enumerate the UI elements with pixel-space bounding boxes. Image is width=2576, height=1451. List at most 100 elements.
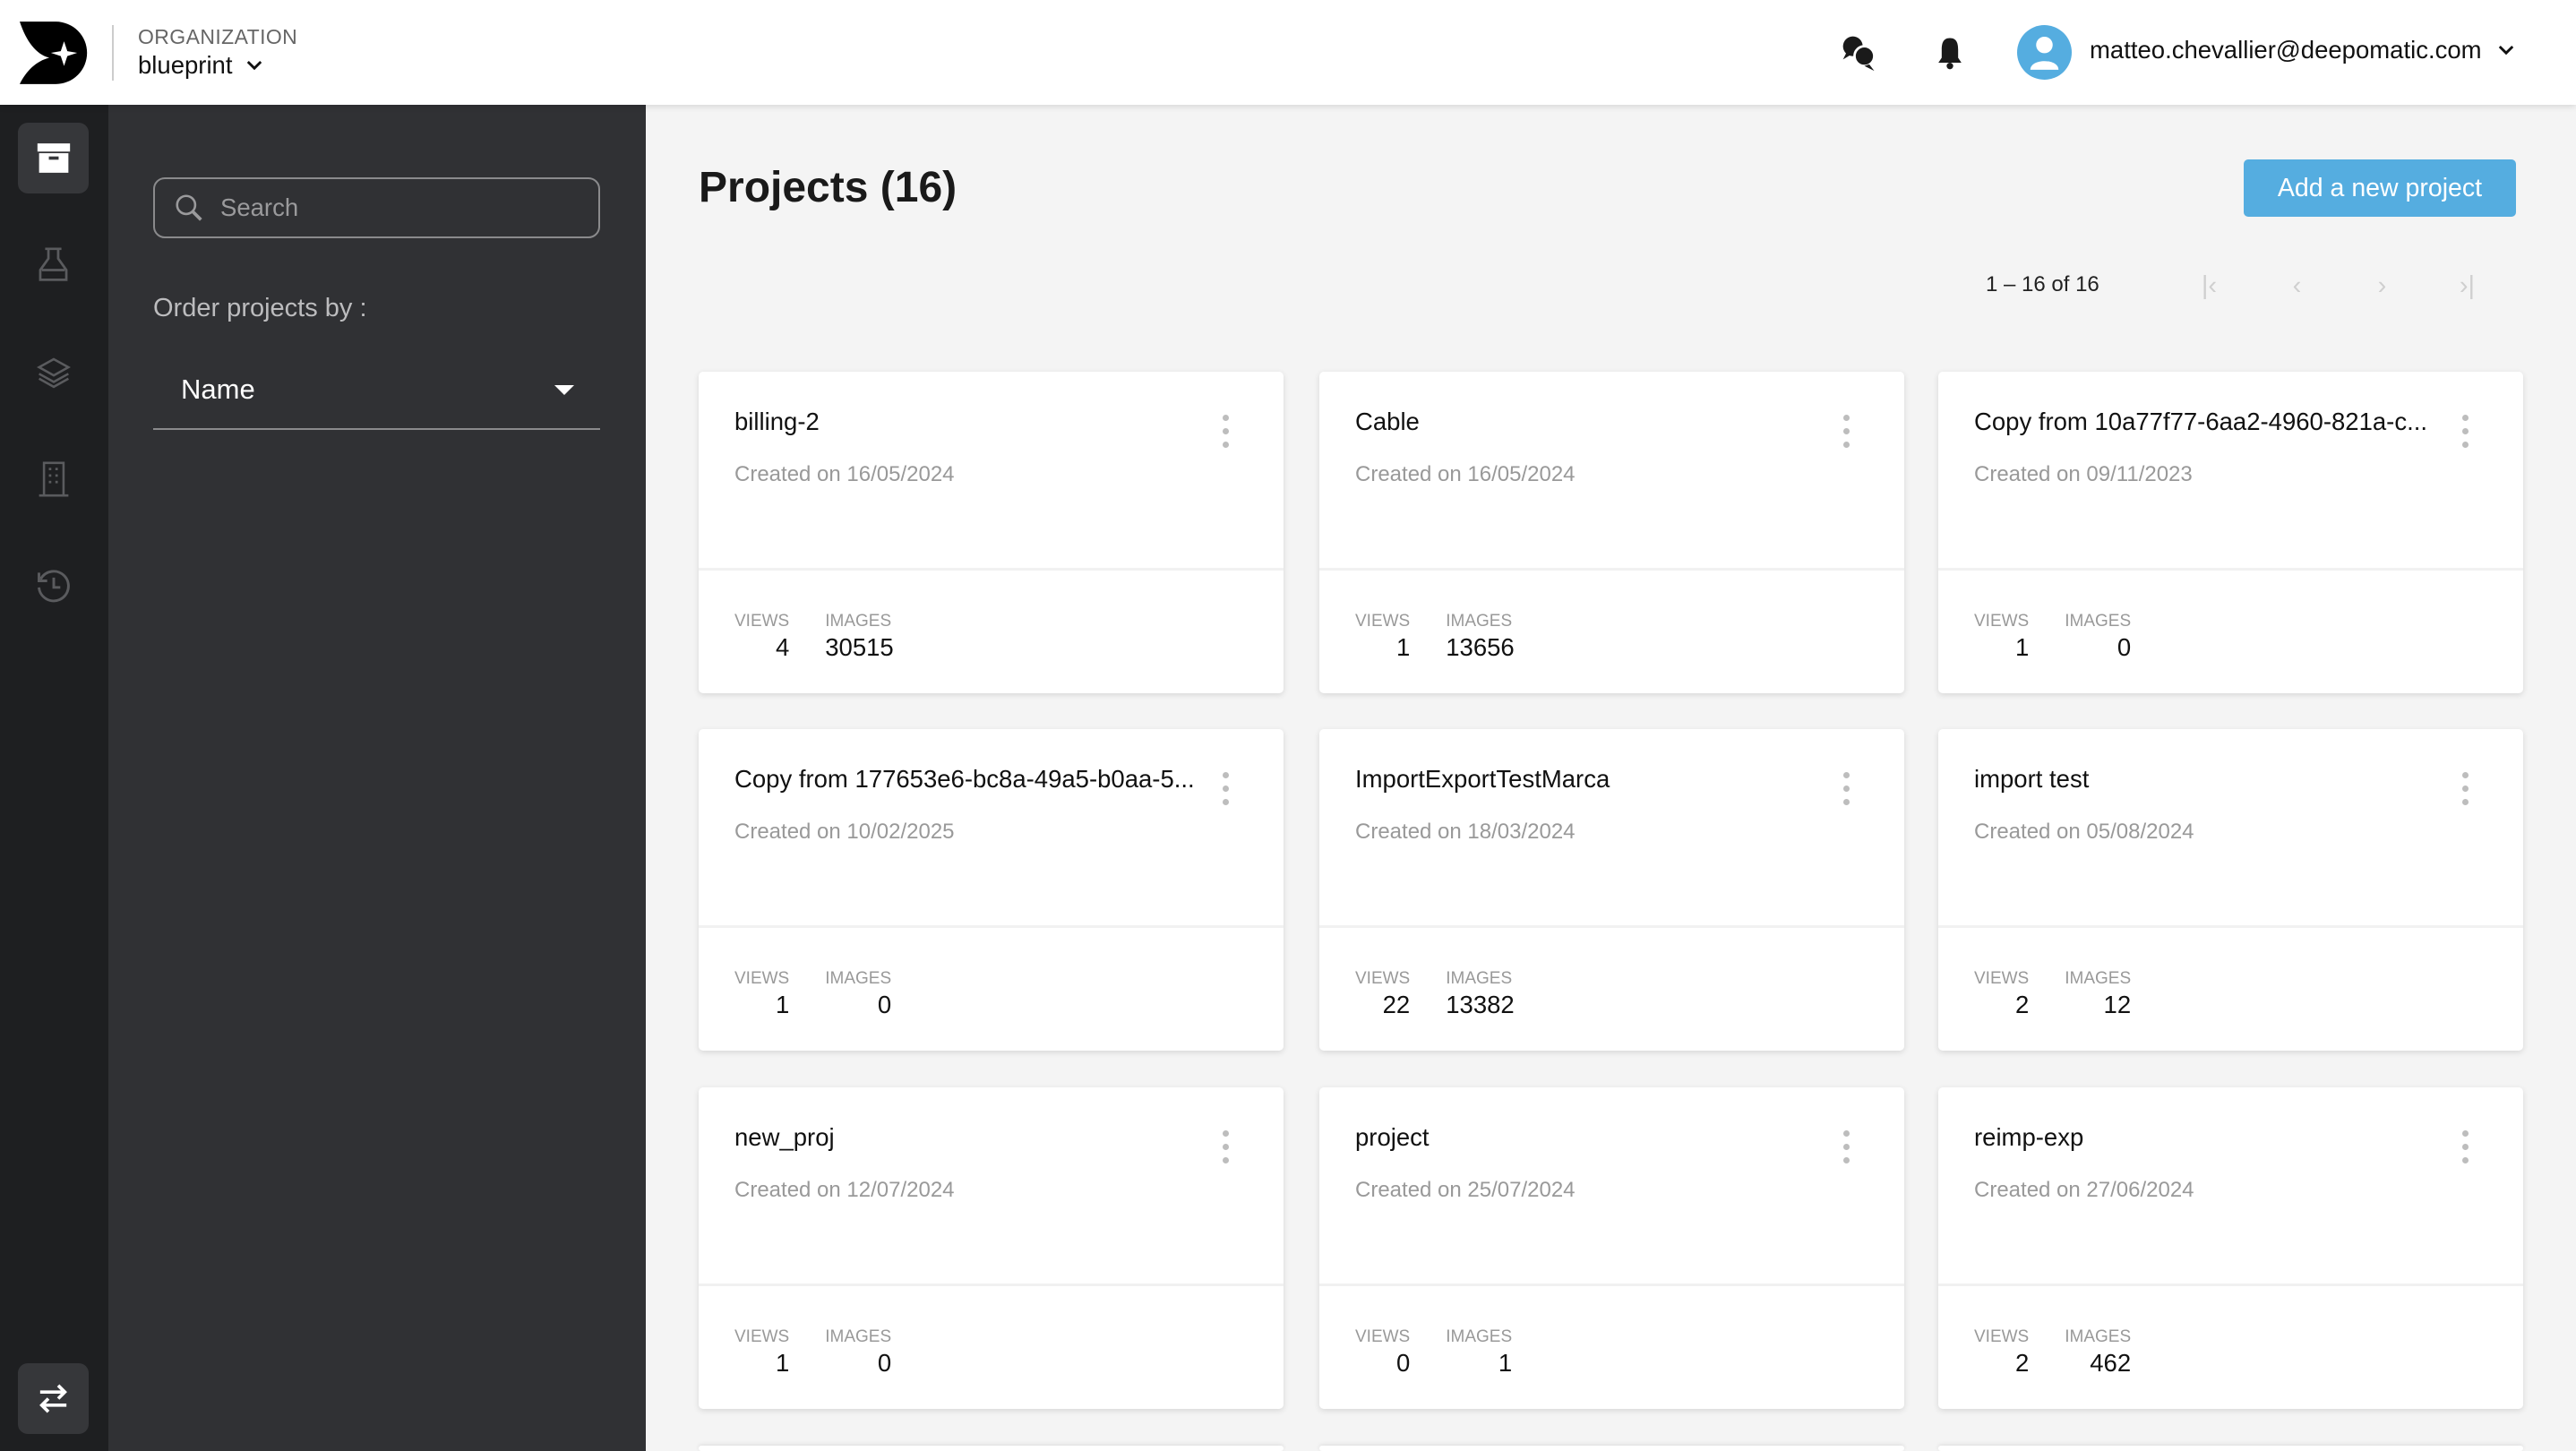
project-name[interactable]: Copy from 177653e6-bc8a-49a5-b0aa-5... <box>734 765 1195 793</box>
rail-item-layers[interactable] <box>18 337 89 408</box>
first-page-icon[interactable]: |‹ <box>2201 271 2218 300</box>
views-count: 2 <box>2014 1349 2030 1377</box>
views-count: 2 <box>2014 991 2030 1018</box>
views-label: VIEWS <box>1355 612 1411 631</box>
project-name[interactable]: new_proj <box>734 1123 835 1151</box>
project-card[interactable]: project Created on 25/07/2024 VIEWS 0 IMA… <box>1319 1087 1904 1409</box>
views-count: 0 <box>1395 1349 1411 1377</box>
rail-item-experiments[interactable] <box>18 229 89 300</box>
switch-app-button[interactable] <box>18 1363 89 1434</box>
card-header: Copy from 177653e6-bc8a-49a5-b0aa-5... C… <box>699 729 1284 928</box>
views-count: 4 <box>775 633 790 661</box>
project-card[interactable]: reimp-exp Created on 27/06/2024 VIEWS 2 I… <box>1938 1087 2523 1409</box>
project-stats: VIEWS 2 IMAGES 462 <box>1974 1327 2131 1378</box>
building-icon <box>39 461 68 496</box>
views-label: VIEWS <box>1355 969 1411 988</box>
project-name[interactable]: project <box>1355 1123 1430 1151</box>
rail-item-projects[interactable] <box>18 123 89 193</box>
project-name[interactable]: Copy from 10a77f77-6aa2-4960-821a-c... <box>1974 408 2428 435</box>
organization-selector[interactable]: blueprint <box>138 51 262 80</box>
bell-icon[interactable] <box>1930 33 1970 73</box>
card-header: Cable Created on 16/05/2024 <box>1319 372 1904 571</box>
rail-item-history[interactable] <box>18 550 89 621</box>
card-header: Copy from 10a77f77-6aa2-4960-821a-c... C… <box>1938 372 2523 571</box>
more-options-icon[interactable] <box>2460 772 2470 805</box>
card-header: import test Created on 05/08/2024 <box>1938 729 2523 928</box>
images-count: 0 <box>877 1349 892 1377</box>
user-email: matteo.chevallier@deepomatic.com <box>2090 36 2482 64</box>
card-header: reimp-exp Created on 27/06/2024 <box>1938 1087 2523 1286</box>
images-label: IMAGES <box>1446 1327 1513 1346</box>
pagination-range: 1 – 16 of 16 <box>1986 272 2099 296</box>
images-count: 0 <box>877 991 892 1018</box>
project-card[interactable]: new_proj Created on 12/07/2024 VIEWS 1 IM… <box>699 1087 1284 1409</box>
project-date: Created on 10/02/2025 <box>734 820 955 844</box>
images-label: IMAGES <box>2065 1327 2132 1346</box>
top-header: ORGANIZATION blueprint matteo.chevallier… <box>0 0 2576 105</box>
user-menu[interactable]: matteo.chevallier@deepomatic.com <box>2090 36 2514 64</box>
more-options-icon[interactable] <box>1842 1130 1851 1163</box>
more-options-icon[interactable] <box>2460 1130 2470 1163</box>
project-card[interactable] <box>699 1446 1284 1451</box>
card-header: ImportExportTestMarca Created on 18/03/2… <box>1319 729 1904 928</box>
project-name[interactable]: Cable <box>1355 408 1420 435</box>
project-name[interactable]: billing-2 <box>734 408 820 435</box>
next-page-icon[interactable]: › <box>2377 271 2387 300</box>
project-stats: VIEWS 1 IMAGES 0 <box>734 1327 891 1378</box>
flask-icon <box>39 246 68 281</box>
views-label: VIEWS <box>734 1327 790 1346</box>
last-page-icon[interactable]: ›| <box>2459 271 2476 300</box>
project-name[interactable]: reimp-exp <box>1974 1123 2084 1151</box>
images-count: 13656 <box>1446 633 1515 661</box>
project-card[interactable]: Copy from 177653e6-bc8a-49a5-b0aa-5... C… <box>699 729 1284 1051</box>
prev-page-icon[interactable]: ‹ <box>2292 271 2302 300</box>
images-label: IMAGES <box>825 969 892 988</box>
project-name[interactable]: import test <box>1974 765 2090 793</box>
views-count: 1 <box>775 991 790 1018</box>
rail-item-organization[interactable] <box>18 443 89 514</box>
chevron-down-icon <box>246 60 262 70</box>
project-date: Created on 16/05/2024 <box>1355 462 1576 486</box>
search-box[interactable] <box>153 177 600 238</box>
chat-icon[interactable] <box>1840 33 1879 73</box>
icon-rail <box>0 105 108 1451</box>
more-options-icon[interactable] <box>1221 1130 1231 1163</box>
views-count: 1 <box>2014 633 2030 661</box>
images-count: 13382 <box>1446 991 1515 1018</box>
views-count: 1 <box>775 1349 790 1377</box>
more-options-icon[interactable] <box>1842 415 1851 448</box>
more-options-icon[interactable] <box>1221 772 1231 805</box>
project-name[interactable]: ImportExportTestMarca <box>1355 765 1610 793</box>
images-count: 30515 <box>825 633 894 661</box>
project-date: Created on 25/07/2024 <box>1355 1178 1576 1202</box>
header-divider <box>112 25 114 81</box>
more-options-icon[interactable] <box>1221 415 1231 448</box>
organization-label: ORGANIZATION <box>138 25 298 48</box>
more-options-icon[interactable] <box>1842 772 1851 805</box>
views-count: 1 <box>1395 633 1411 661</box>
project-card[interactable] <box>1319 1446 1904 1451</box>
project-card[interactable] <box>1938 1446 2523 1451</box>
projects-box-icon <box>37 143 70 173</box>
project-date: Created on 27/06/2024 <box>1974 1178 2194 1202</box>
project-card[interactable]: Cable Created on 16/05/2024 VIEWS 1 IMAGE… <box>1319 372 1904 693</box>
project-card[interactable]: ImportExportTestMarca Created on 18/03/2… <box>1319 729 1904 1051</box>
history-icon <box>37 569 70 602</box>
user-avatar-icon[interactable] <box>2017 25 2072 80</box>
project-stats: VIEWS 0 IMAGES 1 <box>1355 1327 1512 1378</box>
views-label: VIEWS <box>734 969 790 988</box>
caret-down-icon <box>554 384 574 395</box>
add-project-button[interactable]: Add a new project <box>2244 159 2516 217</box>
deepomatic-logo[interactable] <box>20 21 89 84</box>
filter-panel: Order projects by : Name <box>108 105 646 1451</box>
views-label: VIEWS <box>1974 1327 2030 1346</box>
project-card[interactable]: import test Created on 05/08/2024 VIEWS 2… <box>1938 729 2523 1051</box>
order-select[interactable]: Name <box>153 351 600 430</box>
project-stats: VIEWS 1 IMAGES 0 <box>1974 612 2131 662</box>
search-input[interactable] <box>220 193 561 222</box>
more-options-icon[interactable] <box>2460 415 2470 448</box>
project-card[interactable]: billing-2 Created on 16/05/2024 VIEWS 4 I… <box>699 372 1284 693</box>
images-label: IMAGES <box>1446 969 1513 988</box>
page-title: Projects (16) <box>699 164 957 211</box>
project-card[interactable]: Copy from 10a77f77-6aa2-4960-821a-c... C… <box>1938 372 2523 693</box>
